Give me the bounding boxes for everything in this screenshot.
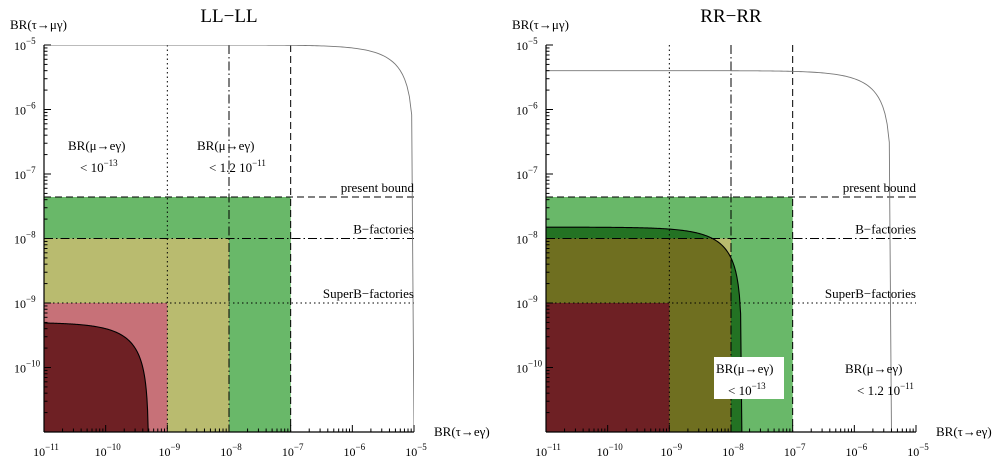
x-tick-label: 10−5 (405, 442, 427, 459)
x-axis-label: BR(τ→eγ) (434, 424, 490, 439)
chart-title: RR−RR (700, 6, 762, 27)
hline-label-2: SuperB−factories (323, 286, 414, 301)
chart-title: LL−LL (200, 6, 257, 27)
label-box (714, 357, 784, 399)
y-tick-label: 10−7 (516, 165, 538, 182)
y-tick-label: 10−8 (14, 230, 36, 247)
y-tick-label: 10−10 (516, 359, 543, 376)
y-tick-label: 10−6 (516, 101, 538, 118)
x-tick-label: 10−9 (661, 442, 683, 459)
x-tick-label: 10−5 (907, 442, 929, 459)
panel-rr-rr: 10−11 10−10 10−9 10−8 10−7 10−6 10−5 10−10 10−9 1… (512, 6, 992, 459)
diagonal-label-bound: < 10−13 (728, 381, 766, 398)
y-axis-label: BR(τ→μγ) (10, 17, 67, 32)
x-tick-label: 10−11 (33, 442, 59, 459)
diagonal-1 (44, 45, 414, 432)
x-tick-label: 10−8 (220, 442, 242, 459)
y-tick-label: 10−9 (516, 294, 538, 311)
x-tick-label: 10−9 (159, 442, 181, 459)
x-tick-label: 10−11 (535, 442, 561, 459)
diagonal-label-0: BR(μ→eγ) < 10−13 (68, 138, 125, 175)
diagonal-label-main: BR(μ→eγ) (68, 138, 125, 153)
diagonal-label-main: BR(μ→eγ) (197, 138, 254, 153)
x-tick-label: 10−6 (846, 442, 868, 459)
panel-ll-ll: 10−11 10−10 10−9 10−8 10−7 10−6 10−5 10−10 10−9 1… (10, 6, 490, 459)
hline-label-0: present bound (843, 180, 917, 195)
diagonal-label-main: BR(μ→eγ) (845, 361, 902, 376)
x-tick-label: 10−10 (597, 442, 624, 459)
y-tick-label: 10−5 (14, 36, 36, 53)
reference-lines (44, 45, 414, 432)
diagonal-label-bound: < 1.2 10−11 (209, 158, 266, 175)
hline-label-1: B−factories (353, 222, 414, 237)
hline-label-1: B−factories (855, 222, 916, 237)
y-tick-label: 10−8 (516, 230, 538, 247)
x-tick-label: 10−8 (722, 442, 744, 459)
region-layer (546, 196, 793, 432)
y-tick-label: 10−9 (14, 294, 36, 311)
diagonal-0 (546, 226, 743, 432)
diagonal-0 (44, 322, 149, 432)
hline-label-2: SuperB−factories (825, 286, 916, 301)
y-tick-label: 10−7 (14, 165, 36, 182)
diagonal-label-0: BR(μ→eγ) < 10−13 (714, 357, 784, 399)
x-tick-label: 10−6 (344, 442, 366, 459)
x-tick-label: 10−10 (95, 442, 122, 459)
diagonal-label-bound: < 1.2 10−11 (857, 381, 914, 398)
y-tick-label: 10−6 (14, 101, 36, 118)
x-axis-label: BR(τ→eγ) (936, 424, 992, 439)
hline-label-0: present bound (341, 180, 415, 195)
diagonal-label-main: BR(μ→eγ) (716, 361, 773, 376)
diagonal-label-1: BR(μ→eγ) < 1.2 10−11 (197, 138, 266, 175)
diagonal-label-1: BR(μ→eγ) < 1.2 10−11 (845, 361, 914, 398)
diagonal-label-bound: < 10−13 (80, 158, 118, 175)
y-tick-label: 10−10 (14, 359, 41, 376)
region-layer (44, 196, 291, 432)
y-tick-label: 10−5 (516, 36, 538, 53)
diagonal-1 (546, 70, 892, 432)
x-tick-label: 10−7 (784, 442, 806, 459)
x-tick-label: 10−7 (282, 442, 304, 459)
region-7 (546, 303, 670, 432)
y-axis-label: BR(τ→μγ) (512, 17, 569, 32)
